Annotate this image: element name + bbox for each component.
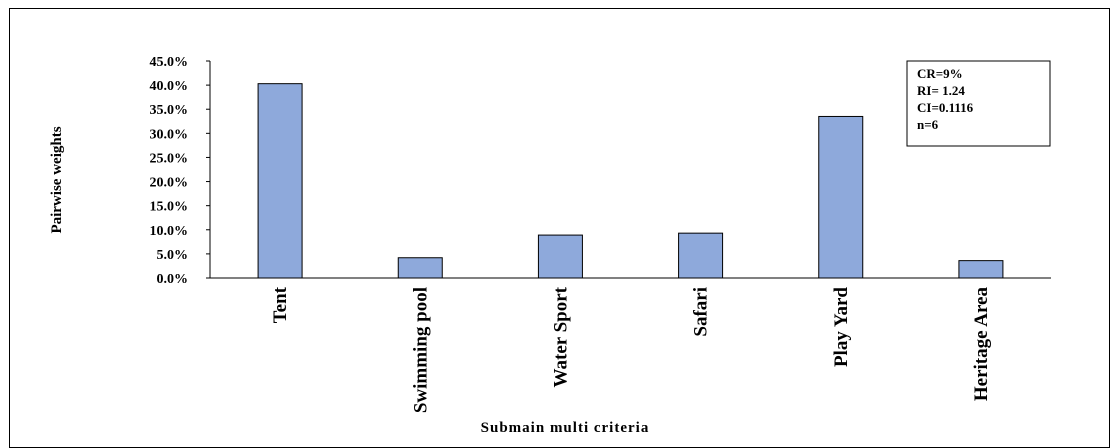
- x-tick-label: Tent: [270, 286, 291, 323]
- y-tick-label: 20.0%: [150, 176, 189, 191]
- x-axis-title: Submain multi criteria: [481, 420, 650, 436]
- y-tick-label: 35.0%: [150, 103, 189, 118]
- y-tick-label: 10.0%: [150, 224, 189, 239]
- x-tick-label: Play Yard: [831, 287, 852, 367]
- x-tick-label: Heritage Area: [971, 287, 992, 402]
- y-tick-label: 5.0%: [157, 248, 189, 263]
- bar-water-sport: [537, 234, 583, 279]
- y-tick-label: 0.0%: [157, 272, 189, 287]
- bar-heritage-area: [958, 260, 1004, 279]
- y-axis-ticks: 0.0% 5.0% 10.0% 15.0% 20.0% 25.0% 30.0% 35.0% 40…: [150, 55, 210, 287]
- bar-play-yard: [818, 115, 864, 279]
- annotation-line: CI=0.1116: [917, 100, 974, 115]
- y-tick-label: 30.0%: [150, 127, 189, 142]
- bar-tent: [257, 83, 303, 279]
- y-tick-label: 15.0%: [150, 200, 189, 215]
- x-axis-labels: Tent Swimming pool Water Sport Safari Play Y…: [270, 286, 992, 413]
- x-tick-label: Water Sport: [550, 286, 571, 387]
- x-tick-label: Swimming pool: [410, 287, 431, 413]
- y-tick-label: 40.0%: [150, 79, 189, 94]
- annotation-line: CR=9%: [917, 66, 963, 81]
- x-tick-label: Safari: [691, 287, 712, 337]
- bar-swimming-pool: [397, 257, 443, 279]
- y-axis-title: Pairwise weights: [49, 126, 65, 233]
- bar-chart: 0.0% 5.0% 10.0% 15.0% 20.0% 25.0% 30.0% 35.0% 40…: [49, 55, 1051, 436]
- bars: [257, 83, 1004, 279]
- bar-safari: [678, 232, 724, 279]
- annotation-line: n=6: [917, 117, 939, 132]
- y-tick-label: 45.0%: [150, 55, 189, 70]
- y-tick-label: 25.0%: [150, 151, 189, 166]
- annotation-line: RI= 1.24: [917, 83, 965, 98]
- annotation-box-border: [906, 60, 1051, 147]
- stats-annotation-box: CR=9% RI= 1.24 CI=0.1116 n=6: [906, 60, 1051, 147]
